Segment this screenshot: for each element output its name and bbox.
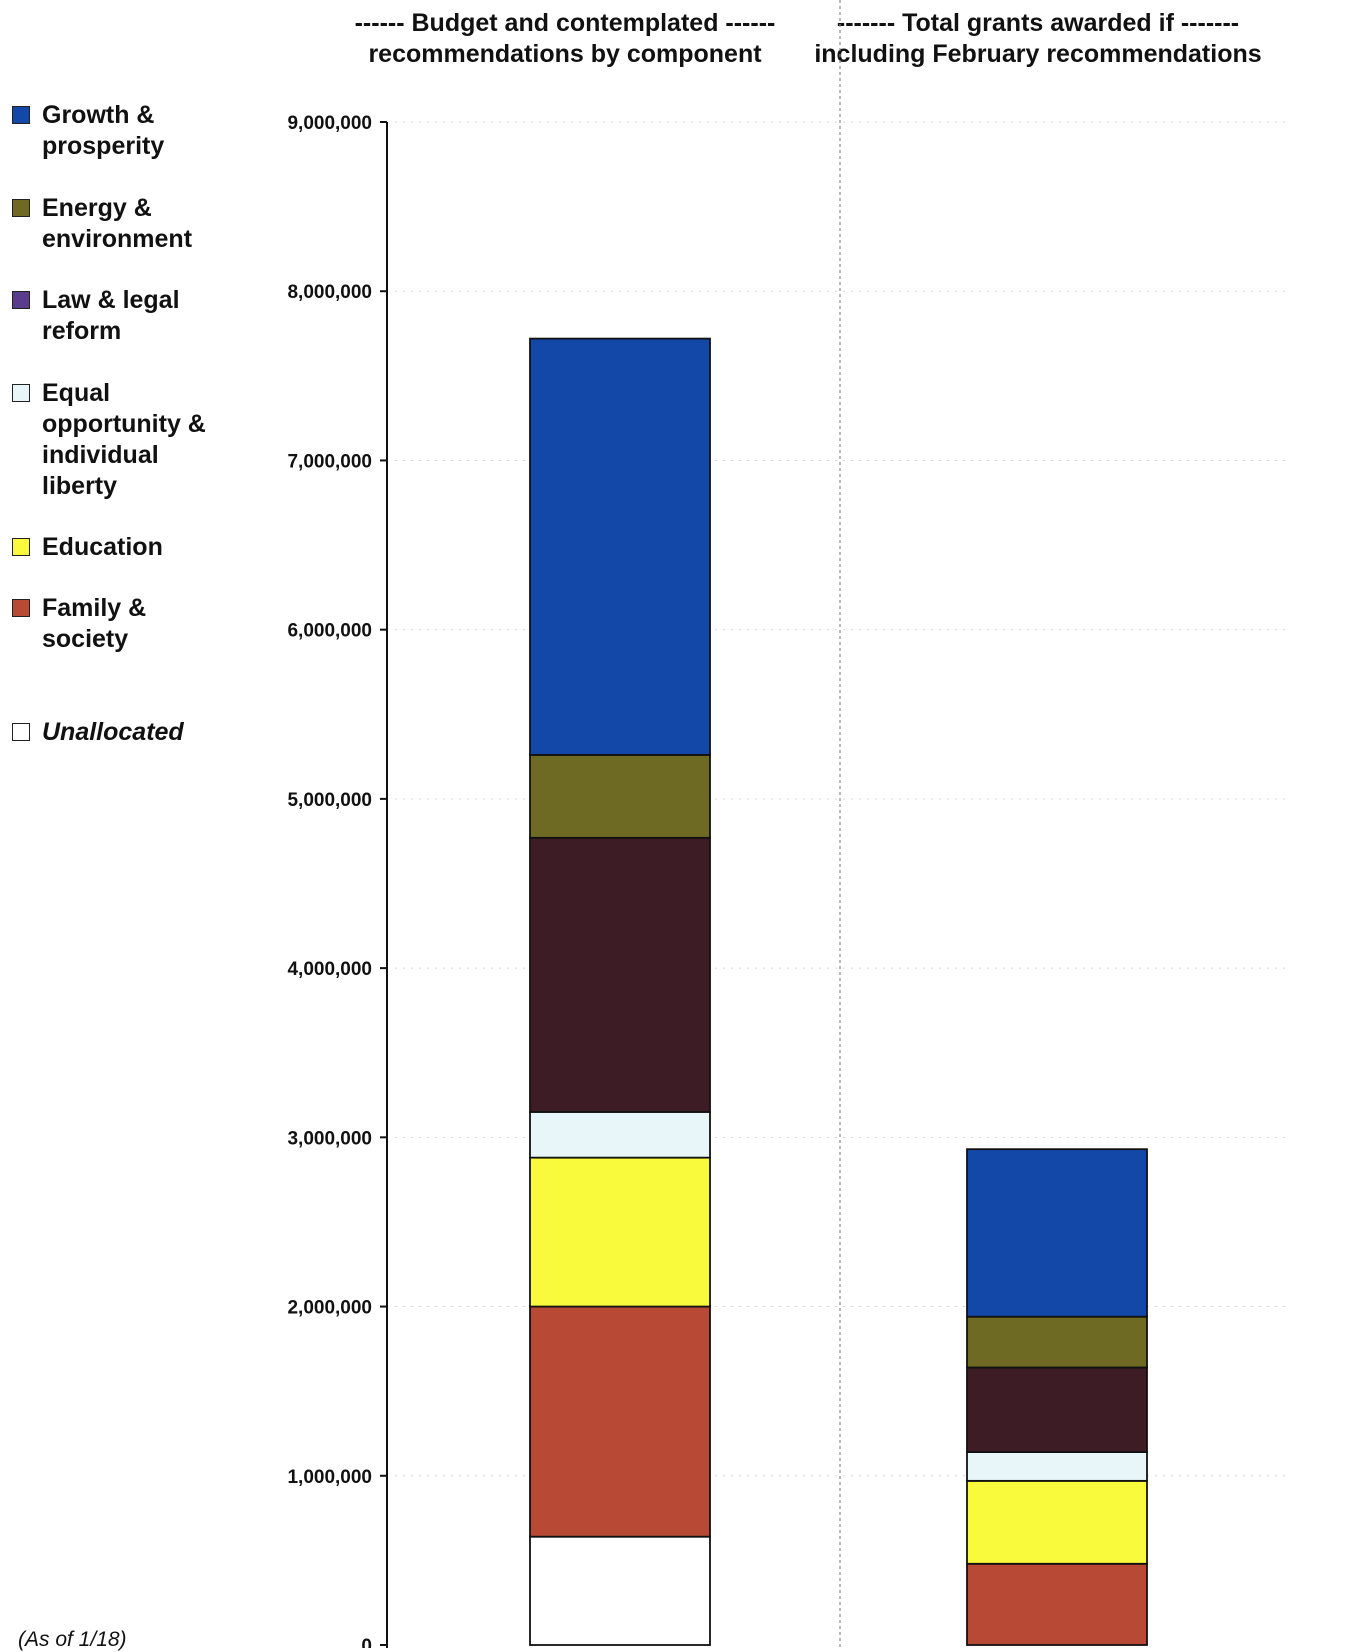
legend-swatch: [12, 723, 30, 741]
bar-segment-energy-environment-2: [966, 1315, 1148, 1369]
legend-label: Equal opportunity & individual liberty: [42, 379, 206, 500]
legend-label: Law & legal reform: [42, 286, 180, 345]
as-of-note: (As of 1/18): [18, 1628, 127, 1651]
legend-swatch: [12, 199, 30, 217]
y-tick-label: 9,000,000: [287, 113, 372, 134]
legend-item: Growth & prosperity: [12, 100, 242, 162]
legend-label: Family & society: [42, 594, 147, 653]
y-tick-label: 8,000,000: [287, 282, 372, 303]
legend-swatch: [12, 291, 30, 309]
bar-segment-education-2: [966, 1479, 1148, 1565]
legend-item: Law & legal reform: [12, 285, 242, 347]
bar-segment-education-1: [529, 1156, 711, 1308]
y-tick-label: 0: [361, 1636, 372, 1648]
y-tick-label: 4,000,000: [287, 959, 372, 980]
bar-segment-growth-prosperity-2: [966, 1148, 1148, 1318]
bar-segment-family-society-1: [529, 1305, 711, 1538]
legend-item: Energy & environment: [12, 193, 242, 255]
y-tick-label: 3,000,000: [287, 1128, 372, 1149]
y-axis-ticks: 0 1,000,000 2,000,000 3,000,000 4,000,000 5,0…: [287, 113, 387, 1648]
bar-segment-growth-prosperity-1: [529, 337, 711, 756]
bar-segment-equal-opportunity-1: [529, 1111, 711, 1159]
right-panel-title: ------- Total grants awarded if ------- …: [814, 9, 1262, 68]
legend-item: Education: [12, 532, 242, 563]
legend-swatch: [12, 384, 30, 402]
bar-segment-equal-opportunity-2: [966, 1451, 1148, 1482]
legend-label: Growth & prosperity: [42, 101, 165, 160]
bar-segment-law-legal-reform-2: [966, 1366, 1148, 1453]
legend-swatch: [12, 599, 30, 617]
left-panel-title: ------ Budget and contemplated ------ re…: [354, 9, 776, 68]
legend-item: Family & society: [12, 593, 242, 655]
legend-label: Energy & environment: [42, 194, 193, 253]
bars: [529, 337, 1148, 1646]
legend-swatch: [12, 538, 30, 556]
y-tick-label: 6,000,000: [287, 621, 372, 642]
legend-label: Education: [42, 533, 163, 561]
legend-swatch: [12, 106, 30, 124]
y-tick-label: 5,000,000: [287, 790, 372, 811]
bar-segment-unallocated-1: [529, 1535, 711, 1646]
legend-item: Equal opportunity & individual liberty: [12, 378, 242, 502]
y-tick-label: 1,000,000: [287, 1467, 372, 1488]
legend-item: Unallocated: [12, 717, 242, 748]
bar-segment-law-legal-reform-1: [529, 836, 711, 1113]
y-tick-label: 2,000,000: [287, 1298, 372, 1319]
bar-segment-energy-environment-1: [529, 753, 711, 839]
bar-segment-family-society-2: [966, 1562, 1148, 1646]
y-tick-label: 7,000,000: [287, 451, 372, 472]
legend-label: Unallocated: [42, 718, 184, 746]
